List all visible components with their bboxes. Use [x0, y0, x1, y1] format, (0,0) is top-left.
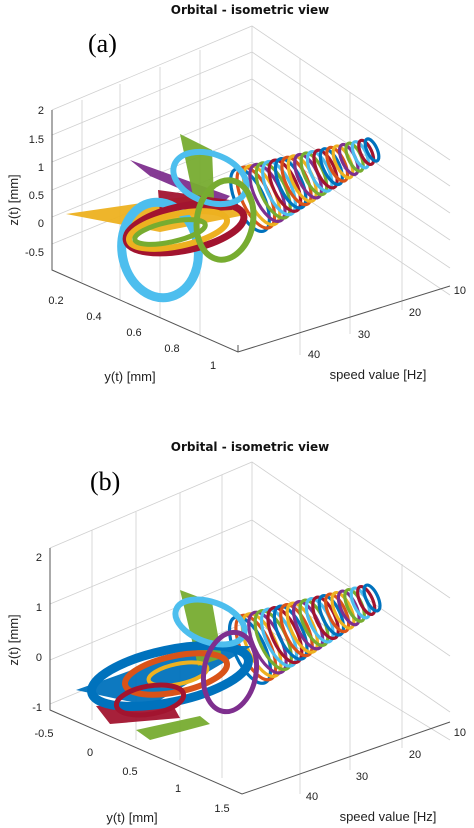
x-tick-label: 30	[356, 771, 368, 783]
axes-box	[51, 110, 451, 353]
orbit-trace	[273, 157, 308, 210]
y-tick-label: 1	[175, 783, 181, 795]
x-axis-label: speed value [Hz]	[340, 809, 437, 824]
z-tick-label: -0.5	[25, 247, 44, 259]
z-axis-label: z(t) [mm]	[6, 614, 21, 665]
y-tick-label: 0.5	[122, 766, 137, 778]
y-tick-label: 1	[210, 360, 216, 372]
panel-label: (b)	[90, 467, 120, 496]
orbit-trace	[146, 660, 210, 688]
z-tick-label: 0	[36, 652, 42, 664]
orbit-trace	[362, 583, 382, 613]
z-tick-label: 1	[38, 162, 44, 174]
orbit-trace	[279, 603, 314, 658]
orbit-trace	[200, 629, 260, 715]
z-tick-label: 1	[36, 602, 42, 614]
x-tick-label: 20	[409, 749, 421, 761]
orbit-trace	[254, 161, 292, 220]
y-tick-label: -0.5	[35, 728, 54, 740]
orbit-trace	[324, 592, 351, 634]
y-tick-label: 0.6	[126, 327, 141, 339]
y-tick-label: 0.4	[86, 311, 101, 323]
orbit-trace	[285, 601, 319, 654]
chart-panel-a: Orbital - isometric view (a)	[6, 3, 466, 384]
orbit-trace	[136, 716, 210, 740]
orbit-traces	[76, 583, 382, 740]
orbit-trace	[261, 159, 298, 217]
orbit-trace	[87, 641, 253, 711]
y-tick-label: 0.2	[48, 295, 63, 307]
x-tick-label: 10	[454, 285, 466, 297]
z-tick-label: 1.5	[29, 134, 44, 146]
x-tick-label: 40	[306, 791, 318, 803]
orbit-trace	[317, 594, 346, 637]
orbit-trace	[363, 137, 381, 163]
orbit-trace	[336, 589, 361, 627]
orbit-trace	[357, 138, 376, 167]
chart-title: Orbital - isometric view	[171, 3, 329, 17]
orbit-traces	[66, 134, 381, 303]
x-axis-label: speed value [Hz]	[330, 367, 427, 382]
x-tick-label: 40	[308, 349, 320, 361]
z-tick-label: 0	[38, 218, 44, 230]
y-axis-label: y(t) [mm]	[104, 369, 155, 384]
y-tick-label: 0	[87, 747, 93, 759]
orbit-trace	[318, 147, 344, 187]
axes-box	[49, 548, 451, 795]
y-tick-label: 1.5	[214, 803, 229, 815]
orbit-trace	[330, 591, 356, 630]
x-tick-label: 10	[454, 727, 466, 739]
chart-panel-b: Orbital - isometric view (b) 2 1 0 -1 z(…	[6, 440, 466, 825]
z-tick-label: -1	[32, 702, 42, 714]
orbit-trace	[325, 145, 350, 183]
z-tick-label: 0.5	[29, 190, 44, 202]
panel-label: (a)	[88, 29, 117, 58]
orbit-trace	[312, 148, 339, 190]
x-tick-label: 20	[409, 307, 421, 319]
z-tick-label: 2	[36, 552, 42, 564]
orbit-trace	[356, 584, 377, 616]
orbit-trace	[272, 604, 309, 661]
orbit-trace	[132, 217, 208, 247]
y-axis-label: y(t) [mm]	[106, 810, 157, 825]
grid-lines	[49, 461, 451, 794]
z-axis-label: z(t) [mm]	[6, 174, 21, 225]
orbit-trace	[113, 682, 187, 718]
z-tick-label: 2	[38, 105, 44, 117]
orbit-trace	[267, 158, 303, 213]
x-tick-label: 30	[358, 329, 370, 341]
y-tick-label: 0.8	[164, 343, 179, 355]
chart-title: Orbital - isometric view	[171, 440, 329, 454]
orbit-trace	[305, 150, 334, 193]
orbit-trace	[193, 177, 257, 263]
orbit-trace	[125, 208, 231, 252]
orbit-trace	[266, 606, 304, 665]
